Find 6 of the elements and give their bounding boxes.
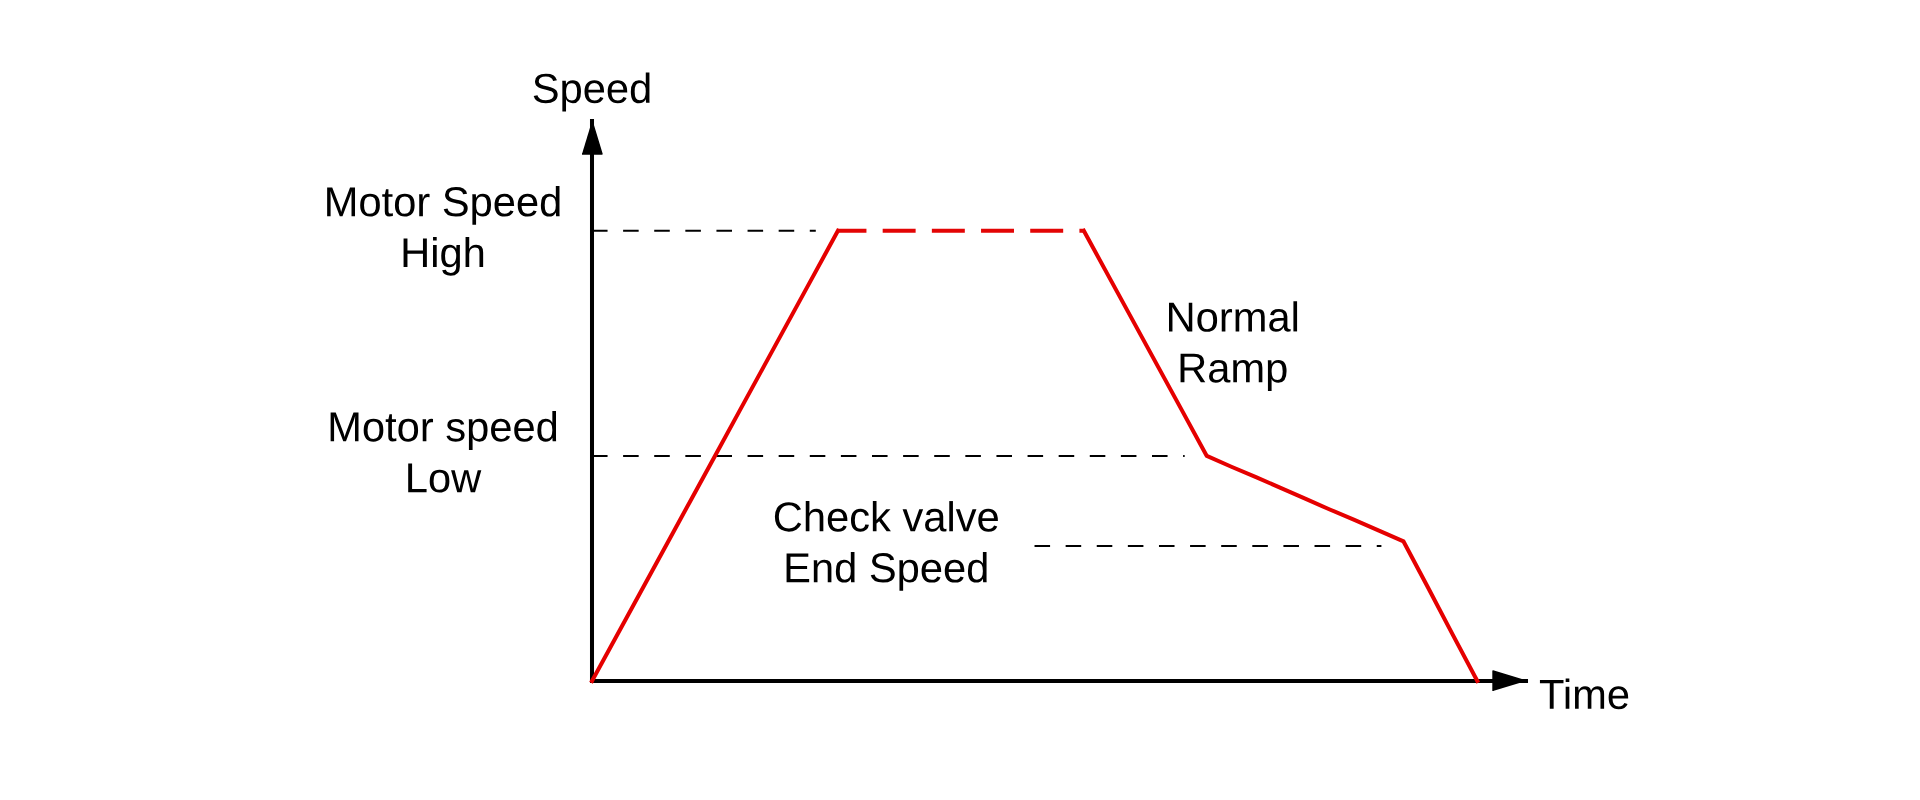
ref-line-label: Check valve End Speed	[774, 501, 998, 591]
annotation: Normal Ramp	[1169, 301, 1298, 391]
ref-line-label: Motor speed Low	[330, 411, 557, 493]
y-axis-title: Speed	[533, 72, 650, 112]
x-axis-title: Time	[1539, 678, 1629, 710]
ref-line-label: Motor Speed High	[327, 185, 560, 276]
